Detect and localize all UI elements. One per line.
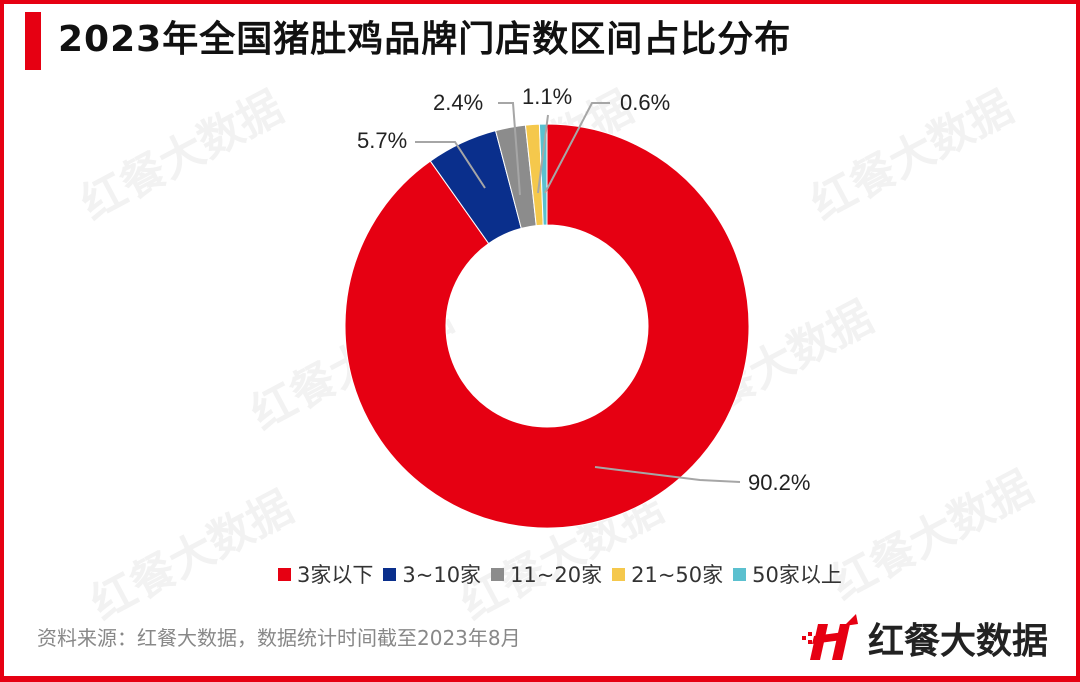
legend-label: 21~50家 — [631, 563, 724, 587]
slice-3家以下 — [344, 123, 750, 529]
title-accent-bar — [25, 12, 41, 70]
label-3家以下: 90.2% — [748, 470, 810, 495]
legend-label: 50家以上 — [752, 563, 842, 587]
legend-swatch — [383, 567, 397, 581]
legend-item-3-10家: 3~10家 — [383, 559, 481, 589]
slice-50家以上 — [538, 123, 548, 226]
label-11-20家: 2.4% — [433, 90, 483, 115]
legend-label: 3~10家 — [402, 563, 482, 587]
legend-swatch — [278, 567, 291, 581]
chart-title: 2023年全国猪肚鸡品牌门店数区间占比分布 — [58, 19, 792, 60]
legend-item-3家以下: 3家以下 — [278, 559, 373, 589]
legend-swatch — [733, 567, 747, 581]
legend-label: 3家以下 — [297, 563, 374, 587]
donut-slices — [344, 123, 750, 529]
legend-swatch — [612, 567, 626, 581]
label-21-50家: 1.1% — [522, 84, 572, 109]
legend: 3家以下 3~10家 11~20家 21~50家 50家以上 — [278, 559, 852, 589]
legend-item-50家以上: 50家以上 — [733, 559, 842, 589]
legend-item-21-50家: 21~50家 — [612, 559, 723, 589]
legend-item-11-20家: 11~20家 — [491, 559, 602, 589]
leader-lines — [415, 102, 741, 483]
label-50家以上: 0.6% — [620, 90, 670, 115]
legend-swatch — [491, 567, 505, 581]
legend-label: 11~20家 — [510, 563, 603, 587]
label-3-10家: 5.7% — [357, 128, 407, 153]
hongcan-logo-icon — [802, 614, 858, 660]
logo-text: 红餐大数据 — [868, 621, 1049, 662]
source-note: 资料来源：红餐大数据，数据统计时间截至2023年8月 — [37, 626, 521, 650]
brand-logo: 红餐大数据 — [800, 610, 1048, 666]
